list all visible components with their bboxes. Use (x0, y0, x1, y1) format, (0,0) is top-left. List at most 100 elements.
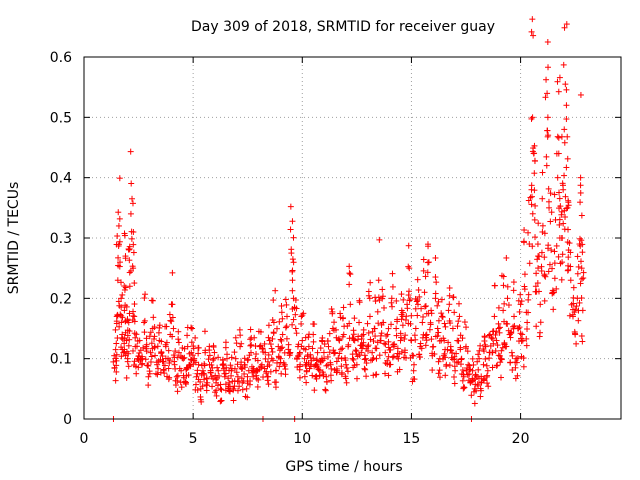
data-point (115, 254, 122, 261)
data-point (328, 377, 335, 384)
data-point (130, 265, 137, 272)
data-point (375, 320, 382, 327)
data-point (544, 114, 551, 121)
data-point (531, 216, 538, 223)
data-point (436, 367, 443, 374)
x-axis-label: GPS time / hours (285, 459, 402, 475)
data-point (542, 94, 549, 101)
data-point (159, 353, 166, 360)
data-point (531, 170, 538, 177)
data-point (166, 357, 173, 364)
data-point (339, 333, 346, 340)
data-point (147, 349, 154, 356)
data-point (282, 324, 289, 331)
data-point (128, 180, 135, 187)
data-point (575, 263, 582, 270)
data-point (265, 334, 272, 341)
data-point (535, 265, 542, 272)
data-point (175, 339, 182, 346)
data-point (264, 377, 271, 384)
data-point (301, 373, 308, 380)
data-point (471, 400, 478, 407)
data-point (143, 335, 150, 342)
data-point (565, 226, 572, 233)
data-point (423, 337, 430, 344)
data-point (342, 373, 349, 380)
data-point (116, 323, 123, 330)
data-point (565, 254, 572, 261)
data-point (128, 235, 135, 242)
data-point (361, 352, 368, 359)
data-point (278, 309, 285, 316)
data-point (124, 332, 131, 339)
data-point (496, 324, 503, 331)
data-point (124, 358, 131, 365)
data-point (303, 379, 310, 386)
data-point (372, 371, 379, 378)
data-point (576, 299, 583, 306)
data-point (156, 322, 163, 329)
data-point (270, 330, 277, 337)
data-point (174, 372, 181, 379)
data-point (356, 297, 363, 304)
data-point (412, 325, 419, 332)
data-point (545, 132, 552, 139)
data-point (218, 386, 225, 393)
data-point (192, 386, 199, 393)
data-point (548, 247, 555, 254)
data-point (136, 337, 143, 344)
data-point (290, 259, 297, 266)
data-point (380, 319, 387, 326)
data-point (197, 396, 204, 403)
data-point (433, 279, 440, 286)
data-point (449, 325, 456, 332)
data-point (399, 322, 406, 329)
data-point (478, 387, 485, 394)
data-point (407, 296, 414, 303)
data-point (534, 241, 541, 248)
data-point (493, 337, 500, 344)
data-point (366, 313, 373, 320)
data-point (210, 342, 217, 349)
data-point (580, 275, 587, 282)
data-point (398, 291, 405, 298)
data-point (302, 346, 309, 353)
data-point (165, 365, 172, 372)
data-point (180, 355, 187, 362)
data-point (361, 365, 368, 372)
data-point (455, 318, 462, 325)
data-point (562, 81, 569, 88)
data-point (548, 209, 555, 216)
data-point (442, 372, 449, 379)
data-point (140, 344, 147, 351)
data-point (322, 386, 329, 393)
data-point (385, 353, 392, 360)
data-point (496, 352, 503, 359)
data-point (371, 325, 378, 332)
data-point (491, 282, 498, 289)
data-point (402, 332, 409, 339)
data-point (420, 267, 427, 274)
data-point (577, 189, 584, 196)
data-point (262, 355, 269, 362)
data-point (414, 297, 421, 304)
data-point (305, 334, 312, 341)
data-point (529, 210, 536, 217)
data-point (561, 126, 568, 133)
data-point (490, 340, 497, 347)
data-point (393, 297, 400, 304)
data-point (561, 139, 568, 146)
data-point (571, 309, 578, 316)
data-point (468, 392, 475, 399)
data-point (214, 382, 221, 389)
data-point (148, 353, 155, 360)
data-point (277, 336, 284, 343)
data-point (252, 343, 259, 350)
data-point (390, 353, 397, 360)
data-point (323, 362, 330, 369)
data-point (221, 370, 228, 377)
data-point (496, 329, 503, 336)
data-point (485, 383, 492, 390)
data-point (514, 325, 521, 332)
data-point (476, 355, 483, 362)
